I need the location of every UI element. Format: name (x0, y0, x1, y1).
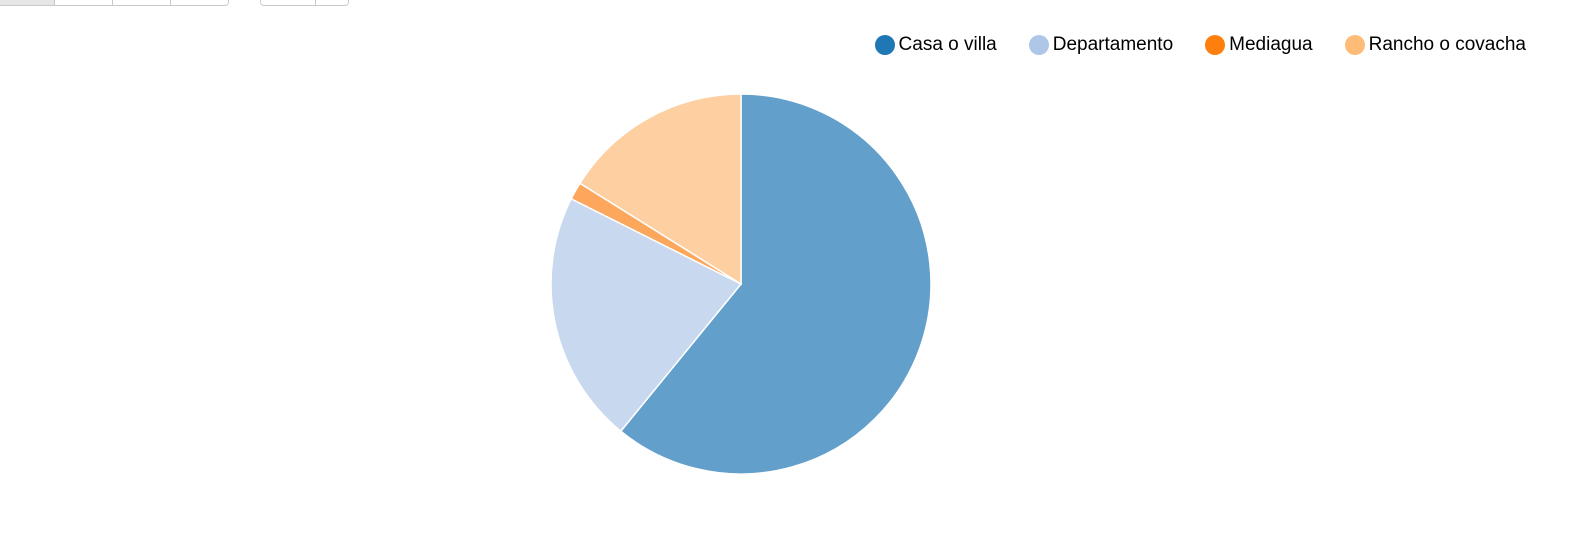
legend-swatch (1028, 35, 1049, 55)
toolbar-button[interactable] (0, 0, 55, 5)
legend-swatch (874, 35, 895, 55)
legend-item-mediagua[interactable]: Mediagua (1205, 34, 1313, 56)
legend-label: Casa o villa (898, 34, 997, 55)
pie-slice-casa-o-villa[interactable] (619, 93, 932, 475)
pie-slice-rancho-o-covacha[interactable] (578, 93, 742, 286)
toolbar-button[interactable] (316, 0, 348, 5)
legend-label: Departamento (1052, 34, 1174, 55)
toolbar-button[interactable] (261, 0, 316, 5)
chart-legend: Casa o villa Departamento Mediagua Ranch… (874, 34, 1526, 56)
toolbar-button-group-right (260, 0, 349, 6)
legend-swatch (1205, 35, 1226, 55)
toolbar-button[interactable] (171, 0, 228, 5)
legend-item-casa-o-villa[interactable]: Casa o villa (874, 34, 997, 56)
toolbar-button[interactable] (113, 0, 171, 5)
legend-item-rancho-o-covacha[interactable]: Rancho o covacha (1344, 34, 1526, 56)
toolbar-button[interactable] (55, 0, 113, 5)
legend-label: Rancho o covacha (1368, 34, 1526, 55)
legend-swatch (1344, 35, 1365, 55)
toolbar-button-group-left (0, 0, 229, 6)
legend-item-departamento[interactable]: Departamento (1028, 34, 1174, 56)
pie-slice-departamento[interactable] (550, 197, 743, 433)
legend-label: Mediagua (1229, 34, 1313, 55)
